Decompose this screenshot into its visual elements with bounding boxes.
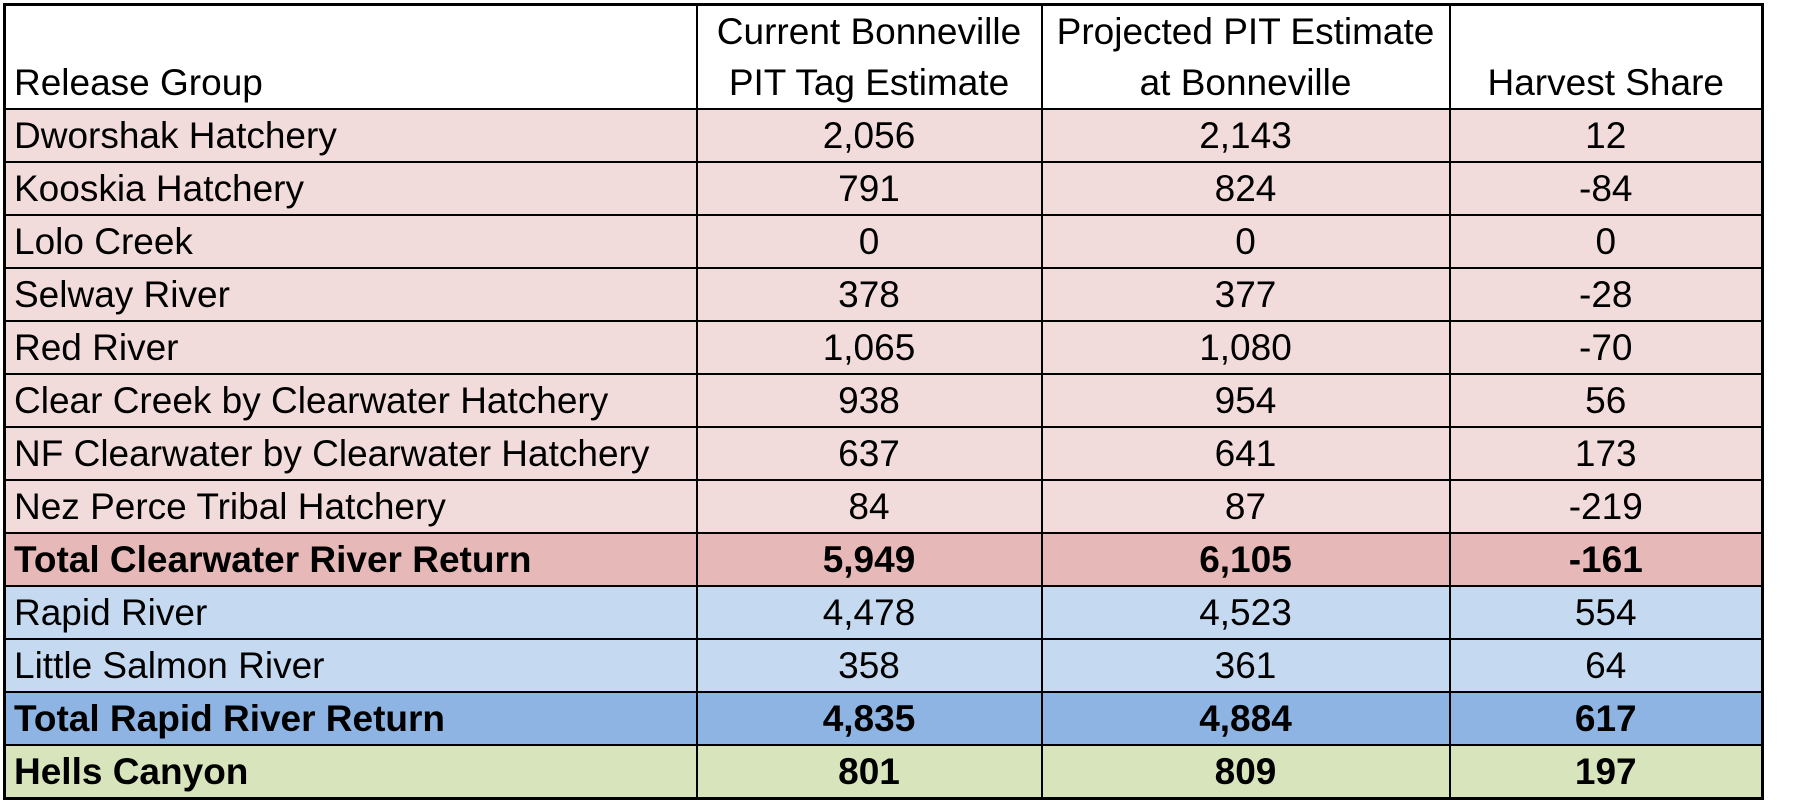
table-row: Clear Creek by Clearwater Hatchery 938 954… xyxy=(3,373,1764,428)
release-group-cell: NF Clearwater by Clearwater Hatchery xyxy=(3,426,698,481)
release-group-cell: Lolo Creek xyxy=(3,214,698,269)
harvest-share-cell: 56 xyxy=(1448,373,1764,428)
table-total-row: Total Rapid River Return 4,835 4,884 617 xyxy=(3,691,1764,746)
header-projected-estimate: Projected PIT Estimate at Bonneville xyxy=(1040,3,1451,110)
release-group-cell: Kooskia Hatchery xyxy=(3,161,698,216)
header-harvest-share-line-1: Harvest Share xyxy=(1487,62,1725,103)
table-header-row: Release Group Current Bonneville PIT Tag… xyxy=(3,3,1764,110)
projected-estimate-cell: 809 xyxy=(1040,744,1451,800)
current-estimate-cell: 358 xyxy=(695,638,1043,693)
release-group-cell: Rapid River xyxy=(3,585,698,640)
current-estimate-cell: 2,056 xyxy=(695,108,1043,163)
projected-estimate-cell: 2,143 xyxy=(1040,108,1451,163)
harvest-share-cell: -219 xyxy=(1448,479,1764,534)
release-group-cell: Total Rapid River Return xyxy=(3,691,698,746)
header-release-group-line-1: Release Group xyxy=(14,62,263,103)
current-estimate-cell: 5,949 xyxy=(695,532,1043,587)
current-estimate-cell: 0 xyxy=(695,214,1043,269)
projected-estimate-cell: 1,080 xyxy=(1040,320,1451,375)
release-table-container: Release Group Current Bonneville PIT Tag… xyxy=(3,3,1764,800)
projected-estimate-cell: 4,884 xyxy=(1040,691,1451,746)
release-group-cell: Dworshak Hatchery xyxy=(3,108,698,163)
harvest-share-cell: 173 xyxy=(1448,426,1764,481)
table-row: Selway River 378 377 -28 xyxy=(3,267,1764,322)
table-total-row: Total Clearwater River Return 5,949 6,105-… xyxy=(3,532,1764,587)
harvest-share-cell: 64 xyxy=(1448,638,1764,693)
table-row: Nez Perce Tribal Hatchery 84 87 -219 xyxy=(3,479,1764,534)
harvest-share-cell: 0 xyxy=(1448,214,1764,269)
projected-estimate-cell: 954 xyxy=(1040,373,1451,428)
current-estimate-cell: 4,478 xyxy=(695,585,1043,640)
harvest-share-cell: 12 xyxy=(1448,108,1764,163)
header-release-group: Release Group xyxy=(3,3,698,110)
projected-estimate-cell: 377 xyxy=(1040,267,1451,322)
current-estimate-cell: 4,835 xyxy=(695,691,1043,746)
projected-estimate-cell: 4,523 xyxy=(1040,585,1451,640)
current-estimate-cell: 378 xyxy=(695,267,1043,322)
current-estimate-cell: 84 xyxy=(695,479,1043,534)
header-projected-estimate-line-1: Projected PIT Estimate xyxy=(1056,11,1435,52)
harvest-share-cell: 554 xyxy=(1448,585,1764,640)
current-estimate-cell: 938 xyxy=(695,373,1043,428)
table-row: Dworshak Hatchery 2,056 2,143 12 xyxy=(3,108,1764,163)
release-group-cell: Clear Creek by Clearwater Hatchery xyxy=(3,373,698,428)
table-row: NF Clearwater by Clearwater Hatchery 637 6… xyxy=(3,426,1764,481)
header-current-estimate: Current Bonneville PIT Tag Estimate xyxy=(695,3,1043,110)
current-estimate-cell: 791 xyxy=(695,161,1043,216)
projected-estimate-cell: 824 xyxy=(1040,161,1451,216)
harvest-share-cell: -70 xyxy=(1448,320,1764,375)
current-estimate-cell: 801 xyxy=(695,744,1043,800)
projected-estimate-cell: 87 xyxy=(1040,479,1451,534)
release-group-cell: Nez Perce Tribal Hatchery xyxy=(3,479,698,534)
release-group-cell: Hells Canyon xyxy=(3,744,698,800)
header-harvest-share: Harvest Share xyxy=(1448,3,1764,110)
table-row: Kooskia Hatchery 791 824 -84 xyxy=(3,161,1764,216)
table-row: Little Salmon River 358 361 64 xyxy=(3,638,1764,693)
table-total-row: Hells Canyon 801 809 197 xyxy=(3,744,1764,800)
projected-estimate-cell: 6,105 xyxy=(1040,532,1451,587)
header-projected-estimate-line-2: at Bonneville xyxy=(1139,62,1352,103)
release-group-cell: Selway River xyxy=(3,267,698,322)
harvest-share-cell: 197 xyxy=(1448,744,1764,800)
table-row: Rapid River 4,478 4,523 554 xyxy=(3,585,1764,640)
release-group-cell: Red River xyxy=(3,320,698,375)
table-row: Lolo Creek 0 0 0 xyxy=(3,214,1764,269)
harvest-share-cell: -84 xyxy=(1448,161,1764,216)
harvest-share-cell: -28 xyxy=(1448,267,1764,322)
header-current-estimate-line-2: PIT Tag Estimate xyxy=(728,62,1010,103)
current-estimate-cell: 637 xyxy=(695,426,1043,481)
release-group-cell: Little Salmon River xyxy=(3,638,698,693)
projected-estimate-cell: 641 xyxy=(1040,426,1451,481)
table-body: Dworshak Hatchery 2,056 2,143 12 Kooskia Hat… xyxy=(3,108,1764,800)
projected-estimate-cell: 361 xyxy=(1040,638,1451,693)
header-current-estimate-line-1: Current Bonneville xyxy=(716,11,1022,52)
table-row: Red River 1,065 1,080 -70 xyxy=(3,320,1764,375)
projected-estimate-cell: 0 xyxy=(1040,214,1451,269)
harvest-share-cell: -161 xyxy=(1448,532,1764,587)
release-estimates-table: Release Group Current Bonneville PIT Tag… xyxy=(3,3,1764,800)
harvest-share-cell: 617 xyxy=(1448,691,1764,746)
current-estimate-cell: 1,065 xyxy=(695,320,1043,375)
release-group-cell: Total Clearwater River Return xyxy=(3,532,698,587)
